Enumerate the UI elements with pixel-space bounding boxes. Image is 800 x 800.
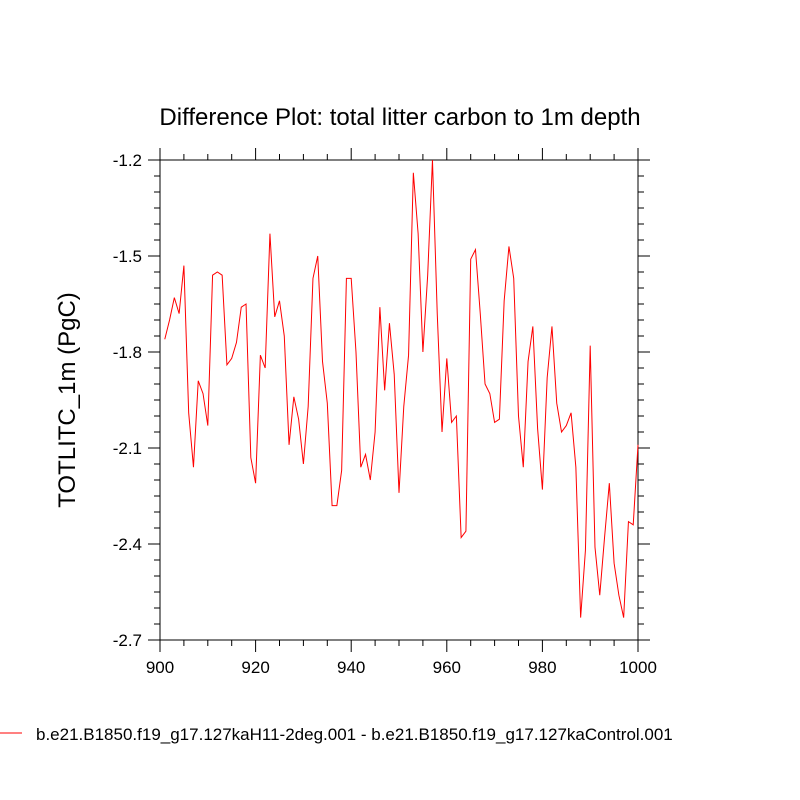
y-tick-label: -2.1 xyxy=(113,439,142,458)
x-tick-label: 980 xyxy=(528,658,556,677)
series-line xyxy=(164,159,639,618)
x-tick-label: 900 xyxy=(146,658,174,677)
x-tick-label: 920 xyxy=(241,658,269,677)
y-tick-label: -1.2 xyxy=(113,151,142,170)
y-tick-label: -1.8 xyxy=(113,343,142,362)
legend-entry-label: b.e21.B1850.f19_g17.127kaH11-2deg.001 - … xyxy=(36,725,673,744)
axis-ticks xyxy=(148,148,650,652)
y-tick-label: -2.4 xyxy=(113,535,142,554)
x-tick-label: 940 xyxy=(337,658,365,677)
series-layer xyxy=(164,159,639,618)
plot-frame xyxy=(159,159,639,641)
y-axis-label: TOTLITC_1m (PgC) xyxy=(54,292,81,508)
x-tick-label: 1000 xyxy=(619,658,657,677)
legend: b.e21.B1850.f19_g17.127kaH11-2deg.001 - … xyxy=(0,725,673,744)
x-tick-label: 960 xyxy=(433,658,461,677)
y-tick-label: -2.7 xyxy=(113,631,142,650)
chart-title: Difference Plot: total litter carbon to … xyxy=(159,104,640,131)
axis-tick-labels: 900 920 940 960 980 1000 -1.2 -1.5 -1.8 -2.1 -2.4 -… xyxy=(113,151,657,677)
y-tick-label: -1.5 xyxy=(113,247,142,266)
